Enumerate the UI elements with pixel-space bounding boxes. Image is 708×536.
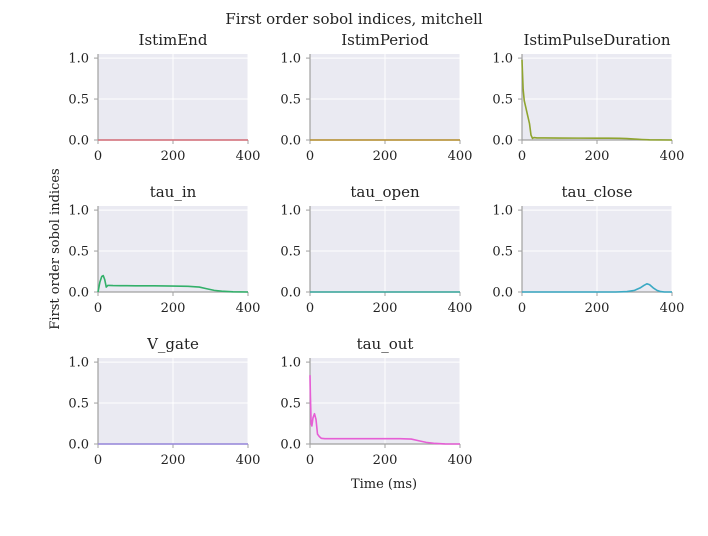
x-tick-label: 400 bbox=[660, 149, 685, 164]
y-tick-label: 0.5 bbox=[492, 93, 513, 108]
y-tick-label: 1.0 bbox=[280, 356, 301, 371]
x-tick-label: 200 bbox=[585, 149, 610, 164]
y-tick-label: 1.0 bbox=[68, 204, 89, 219]
series-line bbox=[97, 274, 249, 293]
panels: 0 200 400 0.0 0.5 1.0 IstimEnd 0 200 400 0.0 0.5 1.0… bbox=[68, 31, 684, 468]
x-tick-label: 200 bbox=[585, 301, 610, 316]
y-tick-label: 0.5 bbox=[280, 93, 301, 108]
x-tick-label: 200 bbox=[373, 301, 398, 316]
y-tick-label: 0.0 bbox=[280, 286, 301, 301]
x-tick-label: 400 bbox=[660, 301, 685, 316]
panel: 0 200 400 0.0 0.5 1.0 tau_open bbox=[280, 183, 472, 316]
x-tick-label: 0 bbox=[94, 301, 102, 316]
y-tick-label: 0.0 bbox=[492, 134, 513, 149]
x-tick-label: 200 bbox=[373, 453, 398, 468]
panel: 0 200 400 0.0 0.5 1.0 tau_close bbox=[492, 183, 684, 316]
x-tick-label: 200 bbox=[161, 149, 186, 164]
panel-title: V_gate bbox=[146, 335, 199, 353]
panel-title: IstimPeriod bbox=[341, 31, 429, 49]
x-tick-label: 400 bbox=[448, 453, 473, 468]
panel-title: tau_out bbox=[357, 335, 414, 353]
y-tick-label: 1.0 bbox=[68, 52, 89, 67]
y-tick-label: 0.5 bbox=[280, 245, 301, 260]
x-tick-label: 200 bbox=[373, 149, 398, 164]
x-tick-label: 400 bbox=[448, 149, 473, 164]
x-tick-label: 0 bbox=[306, 149, 314, 164]
panel: 0 200 400 0.0 0.5 1.0 IstimPeriod bbox=[280, 31, 472, 164]
y-tick-label: 0.0 bbox=[68, 134, 89, 149]
y-tick-label: 0.5 bbox=[68, 93, 89, 108]
x-tick-label: 200 bbox=[161, 301, 186, 316]
x-tick-label: 400 bbox=[236, 149, 261, 164]
y-tick-label: 0.0 bbox=[68, 286, 89, 301]
series-line bbox=[309, 375, 461, 445]
x-tick-label: 0 bbox=[94, 453, 102, 468]
y-axis-label: First order sobol indices bbox=[48, 168, 63, 329]
panel: 0 200 400 0.0 0.5 1.0 V_gate bbox=[68, 335, 260, 468]
x-tick-label: 0 bbox=[306, 453, 314, 468]
y-tick-label: 0.5 bbox=[68, 397, 89, 412]
panel-title: IstimPulseDuration bbox=[523, 31, 670, 49]
x-tick-label: 400 bbox=[448, 301, 473, 316]
y-tick-label: 1.0 bbox=[280, 204, 301, 219]
series-line bbox=[521, 59, 673, 141]
x-tick-label: 0 bbox=[306, 301, 314, 316]
figure-title: First order sobol indices, mitchell bbox=[225, 10, 483, 28]
y-tick-label: 0.5 bbox=[492, 245, 513, 260]
panel: 0 200 400 0.0 0.5 1.0 IstimPulseDuration bbox=[492, 31, 684, 164]
y-tick-label: 0.0 bbox=[492, 286, 513, 301]
x-tick-label: 200 bbox=[161, 453, 186, 468]
x-tick-label: 400 bbox=[236, 453, 261, 468]
y-tick-label: 1.0 bbox=[492, 204, 513, 219]
panel-title: tau_in bbox=[150, 183, 197, 201]
x-tick-label: 0 bbox=[518, 149, 526, 164]
x-tick-label: 0 bbox=[518, 301, 526, 316]
panel-title: tau_close bbox=[562, 183, 633, 201]
panel: 0 200 400 0.0 0.5 1.0 tau_in bbox=[68, 183, 260, 316]
x-tick-label: 0 bbox=[94, 149, 102, 164]
panel-title: IstimEnd bbox=[139, 31, 208, 49]
series-line bbox=[522, 283, 672, 293]
y-tick-label: 1.0 bbox=[492, 52, 513, 67]
x-tick-label: 400 bbox=[236, 301, 261, 316]
y-tick-label: 0.5 bbox=[68, 245, 89, 260]
y-tick-label: 0.5 bbox=[280, 397, 301, 412]
y-tick-label: 0.0 bbox=[280, 438, 301, 453]
y-tick-label: 0.0 bbox=[68, 438, 89, 453]
panel: 0 200 400 0.0 0.5 1.0 IstimEnd bbox=[68, 31, 260, 164]
y-tick-label: 0.0 bbox=[280, 134, 301, 149]
y-tick-label: 1.0 bbox=[68, 356, 89, 371]
panel-title: tau_open bbox=[350, 183, 420, 201]
y-tick-label: 1.0 bbox=[280, 52, 301, 67]
x-axis-label: Time (ms) bbox=[351, 477, 417, 492]
panel: 0 200 400 0.0 0.5 1.0 tau_out bbox=[280, 335, 472, 468]
